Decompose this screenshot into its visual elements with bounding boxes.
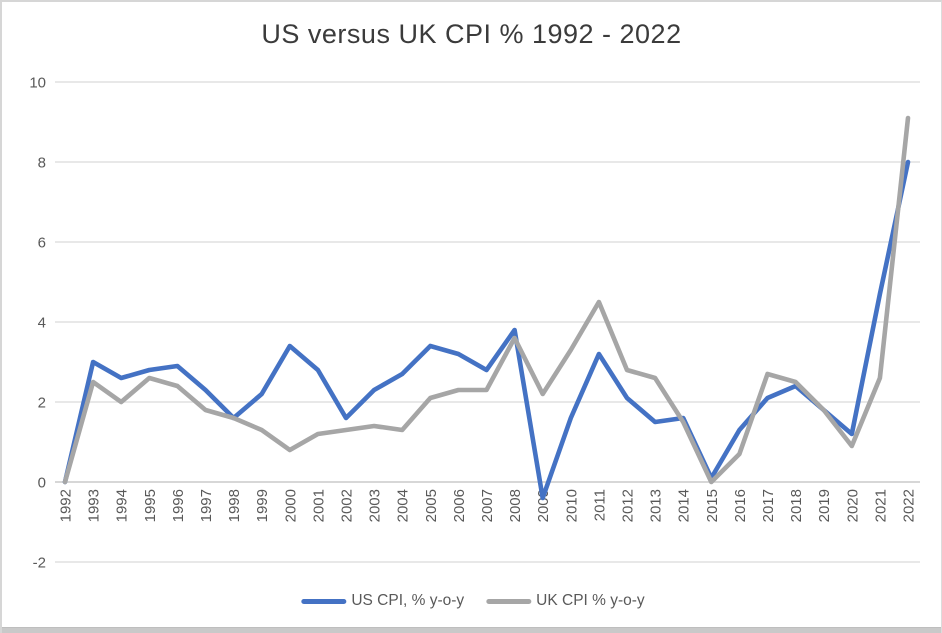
x-tick-label: 2020 xyxy=(844,489,861,522)
x-tick-label: 2016 xyxy=(732,489,749,522)
x-tick-label: 1992 xyxy=(58,489,75,522)
x-tick-label: 2001 xyxy=(310,489,327,522)
x-tick-label: 2021 xyxy=(872,489,889,522)
x-tick-label: 2011 xyxy=(591,489,608,521)
x-tick-label: 2008 xyxy=(507,489,524,522)
x-tick-label: 2004 xyxy=(395,489,412,522)
y-tick-label: 6 xyxy=(38,235,46,252)
x-tick-label: 1999 xyxy=(254,489,271,522)
x-tick-label: 1998 xyxy=(226,489,243,522)
x-tick-label: 2005 xyxy=(423,489,440,522)
x-tick-label: 1994 xyxy=(114,489,131,522)
x-tick-label: 2012 xyxy=(620,489,637,522)
x-tick-label: 1996 xyxy=(170,489,187,522)
chart-title: US versus UK CPI % 1992 - 2022 xyxy=(261,19,682,49)
y-tick-label: 10 xyxy=(29,75,46,92)
x-tick-label: 2022 xyxy=(901,489,918,522)
y-tick-label: 2 xyxy=(38,395,46,412)
x-tick-label: 2006 xyxy=(451,489,468,522)
uk-cpi-line xyxy=(62,115,911,485)
x-tick-label: 2000 xyxy=(282,489,299,522)
window-bottom-edge xyxy=(2,627,941,633)
x-tick-label: 2018 xyxy=(788,489,805,522)
x-tick-label: 2019 xyxy=(816,489,833,522)
legend-label-us: US CPI, % y-o-y xyxy=(351,592,465,609)
x-tick-label: 2003 xyxy=(367,489,384,522)
y-tick-label: 8 xyxy=(38,155,46,172)
x-tick-label: 2017 xyxy=(760,489,777,522)
y-tick-label: 0 xyxy=(38,475,46,492)
chart-legend: US CPI, % y-o-y UK CPI % y-o-y xyxy=(301,592,645,610)
legend-swatch-us-icon xyxy=(301,598,347,604)
x-tick-label: 1993 xyxy=(86,489,103,522)
legend-swatch-uk-icon xyxy=(486,598,532,604)
x-tick-label: 2010 xyxy=(563,489,580,522)
x-tick-label: 2015 xyxy=(704,489,721,522)
us-cpi-line xyxy=(62,159,911,501)
x-tick-label: 2009 xyxy=(535,489,552,522)
legend-label-uk: UK CPI % y-o-y xyxy=(536,592,645,609)
x-tick-label: 2013 xyxy=(648,489,665,522)
legend-item-uk: UK CPI % y-o-y xyxy=(486,592,645,610)
legend-item-us: US CPI, % y-o-y xyxy=(301,592,464,610)
y-tick-label: -2 xyxy=(33,555,46,572)
x-tick-label: 2002 xyxy=(339,489,356,522)
x-tick-label: 1995 xyxy=(142,489,159,522)
x-tick-label: 2007 xyxy=(479,489,496,522)
x-tick-label: 1997 xyxy=(198,489,215,522)
y-tick-label: 4 xyxy=(38,315,46,332)
x-tick-label: 2014 xyxy=(676,489,693,522)
